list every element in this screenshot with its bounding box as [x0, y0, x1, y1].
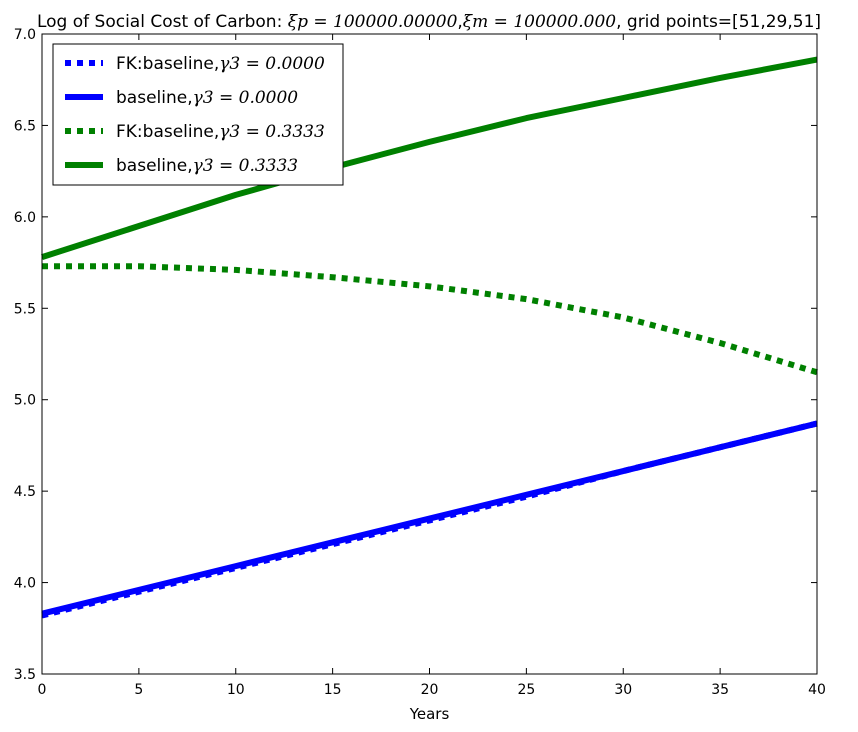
y-tick-label: 7.0 — [14, 27, 36, 43]
y-tick-label: 5.5 — [14, 301, 36, 317]
legend-label-text: baseline, — [116, 88, 193, 108]
x-tick-label: 5 — [134, 682, 143, 698]
legend-label: baseline,γ3 = 0.0000 — [116, 88, 298, 108]
legend-entry: FK:baseline,γ3 = 0.3333 — [65, 122, 325, 142]
legend-label: FK:baseline,γ3 = 0.0000 — [116, 54, 325, 74]
chart-title: Log of Social Cost of Carbon: ξp = 10000… — [37, 12, 821, 32]
x-tick-label: 10 — [227, 682, 245, 698]
legend-label-math: γ3 = 0.3333 — [219, 122, 325, 142]
x-tick-label: 0 — [38, 682, 47, 698]
x-tick-label: 15 — [324, 682, 342, 698]
chart-title-sep: , — [457, 12, 462, 32]
chart-title-xi-m: ξm = 100000.000 — [463, 12, 616, 32]
legend-entry: FK:baseline,γ3 = 0.0000 — [65, 54, 325, 74]
x-tick-label: 20 — [421, 682, 439, 698]
legend-label: FK:baseline,γ3 = 0.3333 — [116, 122, 325, 142]
x-tick-label: 40 — [808, 682, 826, 698]
x-tick-label: 35 — [711, 682, 729, 698]
chart-title-suffix: , grid points=[51,29,51] — [616, 12, 821, 32]
legend-label-text: FK:baseline, — [116, 54, 219, 74]
y-tick-label: 6.0 — [14, 210, 36, 226]
y-tick-label: 6.5 — [14, 118, 36, 134]
series-lines — [41, 56, 818, 619]
legend-entry: baseline,γ3 = 0.3333 — [65, 156, 298, 176]
series-line-2 — [41, 420, 818, 617]
legend-label-text: baseline, — [116, 156, 193, 176]
legend-label-math: γ3 = 0.0000 — [219, 54, 325, 74]
y-tick-label: 5.0 — [14, 393, 36, 409]
y-tick-label: 4.0 — [14, 576, 36, 592]
chart-title-prefix: Log of Social Cost of Carbon: — [37, 12, 288, 32]
axis-ticks: 0 5 10 15 20 25 30 35 40 3.5 4.0 4.5 5.0 5.5 6.0 6.5 7.0 — [14, 27, 826, 698]
series-line-3 — [42, 263, 818, 376]
legend-label-math: γ3 = 0.3333 — [193, 156, 299, 176]
x-axis-label: Years — [409, 705, 450, 723]
legend-box — [52, 43, 344, 186]
legend-label-math: γ3 = 0.0000 — [193, 88, 299, 108]
legend-label: baseline,γ3 = 0.3333 — [116, 156, 298, 176]
y-tick-label: 3.5 — [14, 667, 36, 683]
series-line-4 — [41, 56, 818, 260]
legend-label-text: FK:baseline, — [116, 122, 219, 142]
y-tick-label: 4.5 — [14, 484, 36, 500]
legend-entry: baseline,γ3 = 0.0000 — [65, 88, 298, 108]
x-tick-label: 30 — [614, 682, 632, 698]
chart-title-xi-p: ξp = 100000.00000 — [288, 12, 458, 32]
x-tick-label: 25 — [517, 682, 535, 698]
